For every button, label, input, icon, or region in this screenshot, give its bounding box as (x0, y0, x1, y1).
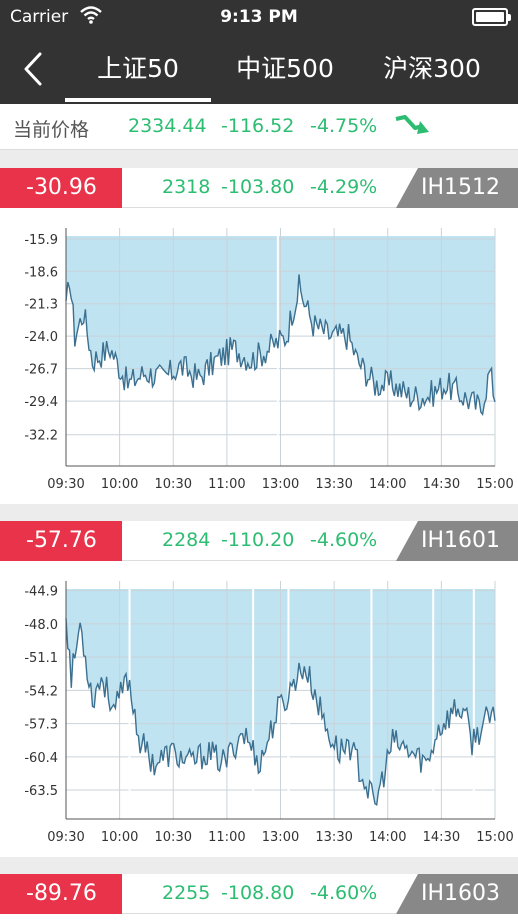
wifi-icon (80, 6, 102, 24)
current-price-value: 2334.44 (128, 115, 207, 137)
x-tick-label: 09:30 (47, 477, 84, 492)
y-tick-label: -54.2 (24, 684, 58, 699)
x-tick-label: 10:30 (155, 477, 192, 492)
x-tick-label: 13:00 (262, 830, 299, 845)
x-tick-label: 10:00 (101, 477, 138, 492)
x-tick-label: 13:00 (262, 477, 299, 492)
y-tick-label: -15.9 (24, 233, 58, 248)
y-tick-label: -44.9 (24, 585, 58, 600)
basis-badge: -57.76 (0, 521, 122, 561)
x-tick-label: 14:30 (423, 830, 460, 845)
back-chevron-icon[interactable] (16, 50, 52, 88)
x-tick-label: 15:00 (476, 830, 513, 845)
current-price-percent: -4.75% (310, 115, 378, 137)
battery-icon (472, 8, 511, 26)
contract-change: -108.80 (221, 882, 295, 904)
trend-down-icon (395, 115, 429, 134)
y-tick-label: -48.0 (24, 618, 58, 633)
basis-chart-2: -44.9 -48.0 -51.1 -54.2 -57.3 -60.4 -63.5 09:30… (24, 581, 514, 845)
contract-header: -30.96 2318 -103.80 -4.29% IH1512 (0, 168, 518, 208)
contract-panel-1[interactable]: -30.96 2318 -103.80 -4.29% IH1512 -15.9-… (0, 168, 518, 504)
series-line (65, 274, 496, 416)
carrier-label: Carrier (10, 7, 69, 27)
contract-panel-3[interactable]: -89.76 2255 -108.80 -4.60% IH1603 (0, 874, 518, 920)
x-tick-label: 11:00 (208, 477, 245, 492)
x-tick-label: 14:30 (423, 477, 460, 492)
clock: 9:13 PM (220, 7, 298, 27)
contract-price: 2284 (162, 529, 211, 551)
contract-code: IH1603 (396, 874, 518, 914)
x-tick-label: 10:00 (101, 830, 138, 845)
contract-percent: -4.60% (310, 529, 378, 551)
contract-code: IH1601 (396, 521, 518, 561)
x-tick-label: 10:30 (155, 830, 192, 845)
y-tick-label: -29.4 (24, 395, 58, 410)
contract-change: -110.20 (221, 529, 295, 551)
y-tick-label: -18.6 (24, 265, 58, 280)
x-tick-label: 15:00 (476, 477, 513, 492)
contract-header: -89.76 2255 -108.80 -4.60% IH1603 (0, 874, 518, 914)
current-price-label: 当前价格 (13, 119, 90, 141)
contract-percent: -4.29% (310, 176, 378, 198)
y-tick-label: -24.0 (24, 330, 58, 345)
nav-bar: 上证50 中证500 沪深300 (0, 34, 518, 104)
y-tick-label: -51.1 (24, 651, 58, 666)
x-tick-label: 09:30 (47, 830, 84, 845)
x-tick-label: 14:00 (369, 830, 406, 845)
contract-price: 2318 (162, 176, 211, 198)
y-tick-label: -32.2 (24, 429, 58, 444)
x-tick-label: 11:00 (208, 830, 245, 845)
y-tick-label: -63.5 (24, 784, 58, 799)
basis-chart-1: -15.9 -18.6 -21.3 -24.0 -26.7 -29.4 -32.2 09:30… (24, 228, 514, 492)
contract-panel-2[interactable]: -57.76 2284 -110.20 -4.60% IH1601 -44.9-… (0, 521, 518, 857)
x-tick-label: 13:30 (315, 830, 352, 845)
contract-price: 2255 (162, 882, 211, 904)
y-tick-label: -21.3 (24, 298, 58, 313)
tab-sz50[interactable]: 上证50 (97, 54, 179, 83)
y-tick-label: -57.3 (24, 718, 58, 733)
basis-badge: -30.96 (0, 168, 122, 208)
status-bar: Carrier 9:13 PM (0, 0, 518, 34)
current-price-change: -116.52 (221, 115, 295, 137)
x-tick-label: 14:00 (369, 477, 406, 492)
y-tick-label: -26.7 (24, 363, 58, 378)
current-price-bar: 当前价格 2334.44 -116.52 -4.75% (0, 104, 518, 150)
tab-hs300[interactable]: 沪深300 (383, 54, 481, 83)
basis-badge: -89.76 (0, 874, 122, 914)
tab-zz500[interactable]: 中证500 (236, 54, 334, 83)
y-tick-label: -60.4 (24, 751, 58, 766)
contract-percent: -4.60% (310, 882, 378, 904)
contract-header: -57.76 2284 -110.20 -4.60% IH1601 (0, 521, 518, 561)
x-tick-label: 13:30 (315, 477, 352, 492)
contract-change: -103.80 (221, 176, 295, 198)
contract-code: IH1512 (396, 168, 518, 208)
series-line (65, 618, 496, 806)
active-tab-indicator (65, 98, 211, 102)
